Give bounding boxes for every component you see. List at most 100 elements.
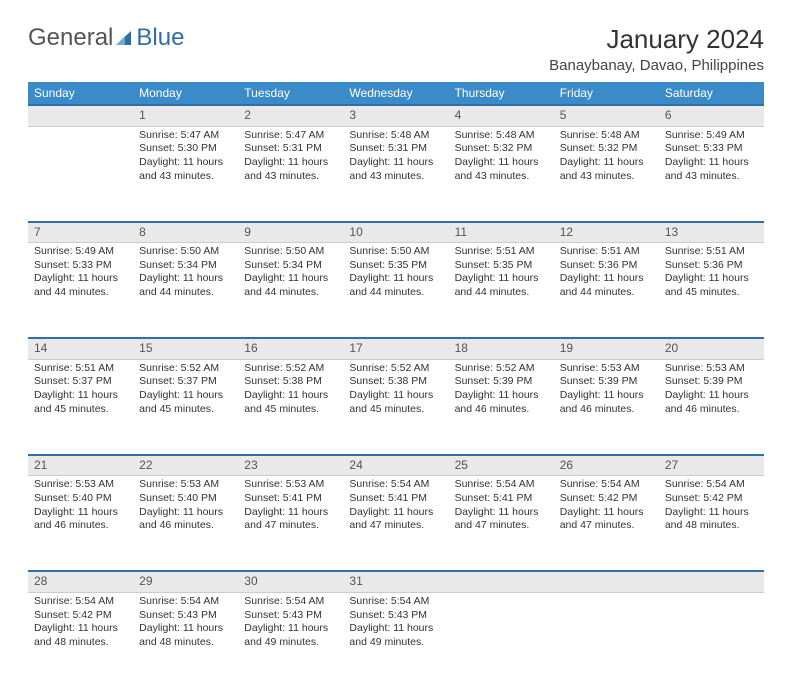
sunset-text: Sunset: 5:35 PM [349,259,442,273]
daylight-text: and 49 minutes. [349,636,442,650]
sunrise-text: Sunrise: 5:47 AM [139,129,232,143]
sunset-text: Sunset: 5:33 PM [34,259,127,273]
daylight-text: and 44 minutes. [244,286,337,300]
sunrise-text: Sunrise: 5:50 AM [244,245,337,259]
daylight-text: and 45 minutes. [244,403,337,417]
daylight-text: Daylight: 11 hours [665,272,758,286]
day-number-row: 28293031 [28,571,764,592]
sunrise-text: Sunrise: 5:54 AM [139,595,232,609]
calendar-table: Sunday Monday Tuesday Wednesday Thursday… [28,82,764,687]
day-cell: Sunrise: 5:51 AMSunset: 5:35 PMDaylight:… [449,243,554,339]
day-content-row: Sunrise: 5:47 AMSunset: 5:30 PMDaylight:… [28,126,764,222]
day-cell: Sunrise: 5:51 AMSunset: 5:37 PMDaylight:… [28,359,133,455]
daylight-text: and 47 minutes. [349,519,442,533]
day-cell: Sunrise: 5:52 AMSunset: 5:38 PMDaylight:… [343,359,448,455]
sunset-text: Sunset: 5:38 PM [244,375,337,389]
day-cell [554,592,659,687]
sunset-text: Sunset: 5:31 PM [349,142,442,156]
day-number [554,571,659,592]
header-row: General Blue January 2024 Banaybanay, Da… [28,24,764,74]
day-cell: Sunrise: 5:48 AMSunset: 5:31 PMDaylight:… [343,126,448,222]
day-cell: Sunrise: 5:50 AMSunset: 5:34 PMDaylight:… [133,243,238,339]
day-number: 22 [133,455,238,476]
day-number: 15 [133,338,238,359]
sunrise-text: Sunrise: 5:50 AM [139,245,232,259]
daylight-text: and 43 minutes. [349,170,442,184]
sunset-text: Sunset: 5:42 PM [665,492,758,506]
day-number: 28 [28,571,133,592]
daylight-text: Daylight: 11 hours [244,156,337,170]
sunset-text: Sunset: 5:40 PM [34,492,127,506]
sunset-text: Sunset: 5:42 PM [34,609,127,623]
day-number-row: 14151617181920 [28,338,764,359]
sunset-text: Sunset: 5:37 PM [139,375,232,389]
sunset-text: Sunset: 5:39 PM [560,375,653,389]
daylight-text: Daylight: 11 hours [560,389,653,403]
sunrise-text: Sunrise: 5:49 AM [34,245,127,259]
daylight-text: Daylight: 11 hours [139,389,232,403]
daylight-text: and 44 minutes. [455,286,548,300]
sunset-text: Sunset: 5:32 PM [455,142,548,156]
sunrise-text: Sunrise: 5:53 AM [139,478,232,492]
daylight-text: and 46 minutes. [665,403,758,417]
daylight-text: and 45 minutes. [139,403,232,417]
sunrise-text: Sunrise: 5:53 AM [560,362,653,376]
day-cell [28,126,133,222]
day-cell: Sunrise: 5:50 AMSunset: 5:34 PMDaylight:… [238,243,343,339]
day-content-row: Sunrise: 5:49 AMSunset: 5:33 PMDaylight:… [28,243,764,339]
sunrise-text: Sunrise: 5:51 AM [34,362,127,376]
logo-text-general: General [28,24,113,52]
sunrise-text: Sunrise: 5:52 AM [349,362,442,376]
daylight-text: and 43 minutes. [244,170,337,184]
day-number: 9 [238,222,343,243]
daylight-text: Daylight: 11 hours [34,272,127,286]
daylight-text: Daylight: 11 hours [665,156,758,170]
day-cell: Sunrise: 5:50 AMSunset: 5:35 PMDaylight:… [343,243,448,339]
day-cell: Sunrise: 5:54 AMSunset: 5:42 PMDaylight:… [554,476,659,572]
daylight-text: and 45 minutes. [349,403,442,417]
weekday-header: Thursday [449,82,554,105]
day-number-row: 123456 [28,105,764,126]
day-number-row: 78910111213 [28,222,764,243]
sunset-text: Sunset: 5:43 PM [244,609,337,623]
daylight-text: Daylight: 11 hours [665,389,758,403]
day-number: 18 [449,338,554,359]
sunset-text: Sunset: 5:36 PM [665,259,758,273]
day-number [659,571,764,592]
day-content-row: Sunrise: 5:53 AM Sunset: 5:40 PM Daylight:… [28,476,764,572]
sunrise-text: Sunrise: 5:54 AM [349,595,442,609]
daylight-text: Daylight: 11 hours [34,389,127,403]
daylight-text: and 45 minutes. [665,286,758,300]
daylight-text: Daylight: 11 hours [244,506,337,520]
day-number: 4 [449,105,554,126]
sunrise-text: Sunrise: 5:48 AM [349,129,442,143]
daylight-text: and 48 minutes. [139,636,232,650]
daylight-text: Daylight: 11 hours [139,506,232,520]
sunrise-text: Sunrise: 5:47 AM [244,129,337,143]
daylight-text: and 46 minutes. [34,519,127,533]
day-cell: Sunrise: 5:47 AMSunset: 5:30 PMDaylight:… [133,126,238,222]
day-number: 20 [659,338,764,359]
daylight-text: and 47 minutes. [455,519,548,533]
sunset-text: Sunset: 5:37 PM [34,375,127,389]
day-number: 25 [449,455,554,476]
daylight-text: Daylight: 11 hours [455,506,548,520]
day-cell: Sunrise: 5:54 AMSunset: 5:41 PMDaylight:… [343,476,448,572]
daylight-text: and 45 minutes. [34,403,127,417]
sunrise-text: Sunrise: 5:51 AM [560,245,653,259]
sunset-text: Sunset: 5:34 PM [244,259,337,273]
sunset-text: Sunset: 5:39 PM [665,375,758,389]
daylight-text: Daylight: 11 hours [139,272,232,286]
day-number: 16 [238,338,343,359]
day-cell: Sunrise: 5:54 AMSunset: 5:41 PMDaylight:… [449,476,554,572]
sunset-text: Sunset: 5:41 PM [455,492,548,506]
day-cell: Sunrise: 5:49 AMSunset: 5:33 PMDaylight:… [659,126,764,222]
daylight-text: and 46 minutes. [560,403,653,417]
day-number: 26 [554,455,659,476]
daylight-text: Daylight: 11 hours [139,622,232,636]
daylight-text: Daylight: 11 hours [244,272,337,286]
sunset-text: Sunset: 5:38 PM [349,375,442,389]
day-cell: Sunrise: 5:54 AMSunset: 5:43 PMDaylight:… [343,592,448,687]
sunset-text: Sunset: 5:41 PM [349,492,442,506]
daylight-text: Daylight: 11 hours [139,156,232,170]
